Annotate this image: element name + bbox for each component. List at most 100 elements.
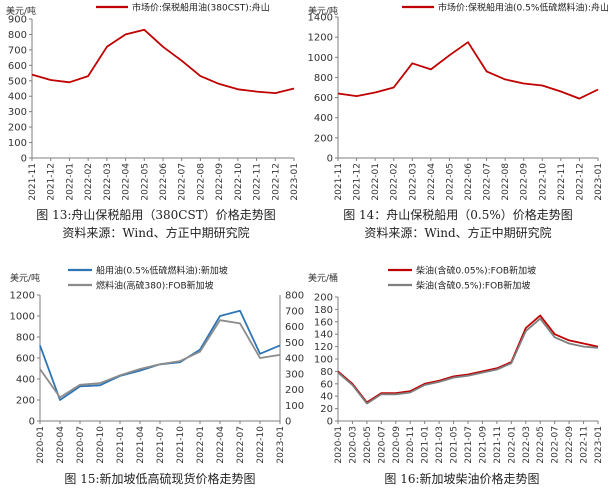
chart-zhoushan-05: 美元/吨 0 200 400 600 800 1000 1200 1400 2021-11 2021… [308,2,608,201]
y2-tick-label: 600 [285,322,304,333]
y-tick-label: 100 [314,355,333,366]
y2-tick-label: 700 [285,306,304,317]
y-tick-label: 0 [29,417,35,428]
y-tick-label: 80 [320,367,333,378]
x-tick-label: 2022-03 [103,163,113,201]
y-tick-label: 60 [320,379,333,390]
y-tick-label: 600 [8,61,27,72]
x-tick-label: 2022-08 [501,163,511,201]
x-tick-label: 2020-01 [334,426,344,464]
y-tick-label: 400 [314,113,333,124]
x-tick-label: 2022-01 [196,426,206,464]
x-tick-label: 2022-11 [580,426,590,464]
y2-tick-label: 300 [285,369,304,380]
x-tick-label: 2021-11 [334,163,344,201]
chart-zhoushan-380cst: 美元/吨 0 100 200 300 400 500 600 700 800 900 2021-11 2… [6,2,300,201]
y-tick-label: 800 [8,30,27,41]
y-tick-label: 200 [16,396,35,407]
y-tick-label: 1400 [308,13,333,24]
legend-label: 柴油(含硫0.05%):FOB新加坡 [416,265,536,277]
x-tick-label: 2022-09 [520,163,530,201]
x-tick-label: 2022-08 [196,163,206,201]
x-tick-label: 2021-10 [176,426,186,464]
x-tick-label: 2023-01 [276,426,286,464]
unit-label: 美元/吨 [10,272,40,284]
series-line-1 [337,314,599,404]
x-tick-label: 2022-04 [427,163,437,201]
x-tick-label: 2023-01 [290,163,300,201]
legend-label: 船用油(0.5%低硫燃料油):新加坡 [96,265,228,277]
source-fig14: 资料来源：Wind、方正中期研究院 [364,225,551,240]
x-tick-label: 2022-09 [215,163,225,201]
x-tick-label: 2021-12 [353,163,363,201]
y-tick-label: 300 [8,107,27,118]
y-tick-label: 1200 [10,291,35,302]
y-tick-label: 400 [16,375,35,386]
y-tick-label: 20 [320,404,333,415]
y-tick-label: 0 [21,154,27,165]
x-tick-label: 2022-12 [271,163,281,201]
x-tick-label: 2022-05 [536,426,546,464]
y2-tick-label: 100 [285,401,304,412]
series-line-1 [31,28,295,94]
unit-label: 美元/桶 [308,272,338,284]
unit-label: 美元/吨 [6,5,36,17]
legend-label: 柴油(含硫0.5%):FOB新加坡 [416,280,530,292]
x-tick-label: 2023-01 [594,163,604,201]
x-tick-label: 2022-07 [483,163,493,201]
x-tick-label: 2022-07 [178,163,188,201]
x-tick-label: 2020-07 [377,426,387,464]
unit-label: 美元/吨 [308,5,338,17]
y2-tick-label: 0 [285,417,291,428]
caption-fig16: 图 16:新加坡柴油价格走势图 [384,471,539,486]
x-tick-label: 2022-06 [464,163,474,201]
y2-tick-label: 200 [285,385,304,396]
y-tick-label: 200 [314,133,333,144]
y2-tick-label: 500 [285,338,304,349]
y-tick-label: 40 [320,392,333,403]
x-tick-label: 2022-03 [408,163,418,201]
x-tick-label: 2022-10 [256,426,266,464]
x-tick-label: 2021-04 [136,426,146,464]
x-tick-label: 2021-07 [464,426,474,464]
legend-label: 燃料油(高硫380):FOB新加坡 [96,280,214,292]
x-tick-label: 2022-11 [557,163,567,201]
x-tick-label: 2022-10 [538,163,548,201]
y-tick-label: 800 [16,333,35,344]
y-tick-label: 160 [314,317,333,328]
legend-label: 市场价:保税船用油(0.5%低硫燃料油):舟山 [438,2,608,14]
x-tick-label: 2022-07 [236,426,246,464]
chart-singapore-low-high-sulfur: 美元/吨 0 200 400 600 800 1000 1200 0 100 200 300 400 50… [10,265,305,464]
y-tick-label: 0 [327,154,333,165]
y-tick-label: 1000 [308,53,333,64]
x-tick-label: 2021-03 [435,426,445,464]
x-tick-label: 2020-07 [76,426,86,464]
x-tick-label: 2020-09 [392,426,402,464]
x-tick-label: 2022-07 [551,426,561,464]
caption-fig13: 图 13:舟山保税船用（380CST）价格走势图 [36,207,275,222]
y2-tick-label: 400 [285,354,304,365]
source-fig13: 资料来源：Wind、方正中期研究院 [62,225,249,240]
y-tick-label: 140 [314,330,333,341]
x-tick-label: 2022-05 [445,163,455,201]
x-tick-label: 2020-03 [348,426,358,464]
x-tick-label: 2021-07 [156,426,166,464]
x-tick-label: 2022-12 [575,163,585,201]
x-tick-label: 2020-10 [96,426,106,464]
y2-tick-label: 800 [285,291,304,302]
y-tick-label: 120 [314,342,333,353]
x-tick-label: 2022-10 [234,163,244,201]
y-tick-label: 500 [8,76,27,87]
x-tick-label: 2021-11 [28,163,38,201]
y-tick-label: 1000 [10,312,35,323]
x-tick-label: 2022-05 [140,163,150,201]
y-tick-label: 200 [8,123,27,134]
x-tick-label: 2022-03 [522,426,532,464]
x-tick-label: 2020-11 [406,426,416,464]
y-tick-label: 100 [8,138,27,149]
caption-fig14: 图 14：舟山保税船用（0.5%）价格走势图 [343,207,573,222]
x-tick-label: 2022-04 [216,426,226,464]
x-tick-label: 2021-09 [478,426,488,464]
y-tick-label: 800 [314,73,333,84]
